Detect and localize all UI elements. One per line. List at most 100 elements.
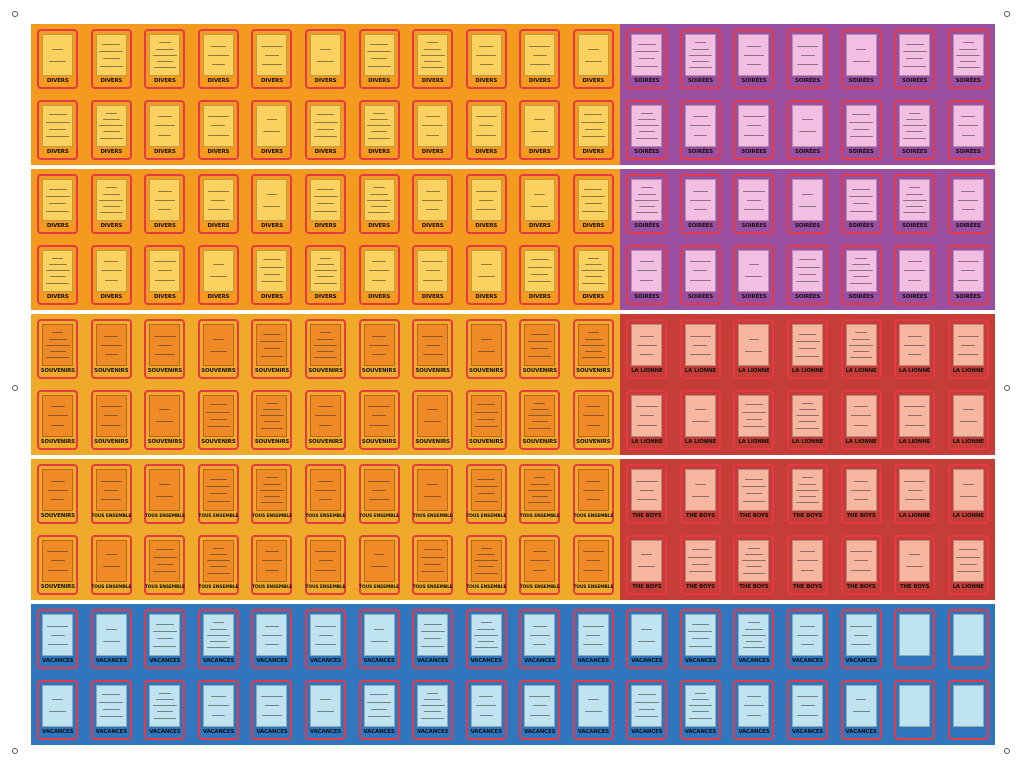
- card-soirees[interactable]: SOIRÉES: [947, 174, 989, 235]
- card-soirees[interactable]: SOIRÉES: [787, 244, 829, 305]
- card-divers[interactable]: DIVERS: [197, 174, 239, 235]
- card-vacances[interactable]: VACANCES: [572, 679, 614, 740]
- card-divers[interactable]: DIVERS: [37, 29, 79, 90]
- card-souvenirs[interactable]: SOUVENIRS: [37, 389, 79, 450]
- card-the-boys[interactable]: THE BOYS: [626, 464, 668, 525]
- card-divers[interactable]: DIVERS: [465, 174, 507, 235]
- card-souvenirs[interactable]: SOUVENIRS: [412, 389, 454, 450]
- card-tous-ensemble[interactable]: TOUS ENSEMBLE: [251, 534, 293, 595]
- card-divers[interactable]: DIVERS: [412, 99, 454, 160]
- card-la-lionne[interactable]: LA LIONNE: [947, 319, 989, 380]
- card-soirees[interactable]: SOIRÉES: [894, 244, 936, 305]
- card-souvenirs[interactable]: SOUVENIRS: [519, 319, 561, 380]
- card-la-lionne[interactable]: LA LIONNE: [733, 389, 775, 450]
- card-tous-ensemble[interactable]: TOUS ENSEMBLE: [465, 464, 507, 525]
- card-la-lionne[interactable]: LA LIONNE: [894, 389, 936, 450]
- card-vacances[interactable]: VACANCES: [572, 609, 614, 670]
- card-vacances[interactable]: VACANCES: [412, 679, 454, 740]
- card-divers[interactable]: DIVERS: [519, 174, 561, 235]
- card-divers[interactable]: DIVERS: [90, 29, 132, 90]
- card-vacances[interactable]: VACANCES: [787, 679, 829, 740]
- card-la-lionne[interactable]: LA LIONNE: [679, 319, 721, 380]
- card-vacances[interactable]: VACANCES: [305, 679, 347, 740]
- card-divers[interactable]: DIVERS: [572, 244, 614, 305]
- card-tous-ensemble[interactable]: TOUS ENSEMBLE: [197, 534, 239, 595]
- card-souvenirs[interactable]: SOUVENIRS: [37, 319, 79, 380]
- card-divers[interactable]: DIVERS: [572, 99, 614, 160]
- card-divers[interactable]: DIVERS: [144, 244, 186, 305]
- card-souvenirs[interactable]: SOUVENIRS: [572, 319, 614, 380]
- card-blank[interactable]: [947, 679, 989, 740]
- card-divers[interactable]: DIVERS: [465, 29, 507, 90]
- card-souvenirs[interactable]: SOUVENIRS: [251, 319, 293, 380]
- card-vacances[interactable]: VACANCES: [840, 609, 882, 670]
- card-soirees[interactable]: SOIRÉES: [626, 244, 668, 305]
- card-tous-ensemble[interactable]: TOUS ENSEMBLE: [412, 534, 454, 595]
- card-la-lionne[interactable]: LA LIONNE: [787, 319, 829, 380]
- card-soirees[interactable]: SOIRÉES: [894, 174, 936, 235]
- card-divers[interactable]: DIVERS: [144, 29, 186, 90]
- card-tous-ensemble[interactable]: TOUS ENSEMBLE: [572, 464, 614, 525]
- card-the-boys[interactable]: THE BOYS: [840, 534, 882, 595]
- card-the-boys[interactable]: THE BOYS: [733, 534, 775, 595]
- card-soirees[interactable]: SOIRÉES: [840, 174, 882, 235]
- card-divers[interactable]: DIVERS: [305, 29, 347, 90]
- card-vacances[interactable]: VACANCES: [144, 609, 186, 670]
- card-vacances[interactable]: VACANCES: [197, 609, 239, 670]
- card-blank[interactable]: [947, 609, 989, 670]
- card-la-lionne[interactable]: LA LIONNE: [840, 319, 882, 380]
- card-souvenirs[interactable]: SOUVENIRS: [251, 389, 293, 450]
- card-tous-ensemble[interactable]: TOUS ENSEMBLE: [412, 464, 454, 525]
- card-divers[interactable]: DIVERS: [358, 174, 400, 235]
- card-the-boys[interactable]: THE BOYS: [679, 534, 721, 595]
- card-soirees[interactable]: SOIRÉES: [679, 174, 721, 235]
- card-soirees[interactable]: SOIRÉES: [840, 29, 882, 90]
- card-souvenirs[interactable]: SOUVENIRS: [412, 319, 454, 380]
- card-vacances[interactable]: VACANCES: [412, 609, 454, 670]
- card-divers[interactable]: DIVERS: [358, 244, 400, 305]
- card-vacances[interactable]: VACANCES: [358, 609, 400, 670]
- card-the-boys[interactable]: THE BOYS: [894, 534, 936, 595]
- card-vacances[interactable]: VACANCES: [197, 679, 239, 740]
- card-divers[interactable]: DIVERS: [305, 244, 347, 305]
- card-vacances[interactable]: VACANCES: [733, 609, 775, 670]
- card-vacances[interactable]: VACANCES: [37, 679, 79, 740]
- card-vacances[interactable]: VACANCES: [679, 679, 721, 740]
- card-divers[interactable]: DIVERS: [412, 244, 454, 305]
- card-soirees[interactable]: SOIRÉES: [626, 174, 668, 235]
- card-soirees[interactable]: SOIRÉES: [947, 29, 989, 90]
- card-vacances[interactable]: VACANCES: [144, 679, 186, 740]
- card-la-lionne[interactable]: LA LIONNE: [733, 319, 775, 380]
- card-souvenirs[interactable]: SOUVENIRS: [144, 389, 186, 450]
- card-divers[interactable]: DIVERS: [251, 244, 293, 305]
- card-souvenirs[interactable]: SOUVENIRS: [90, 389, 132, 450]
- card-divers[interactable]: DIVERS: [90, 99, 132, 160]
- card-divers[interactable]: DIVERS: [251, 174, 293, 235]
- card-souvenirs[interactable]: SOUVENIRS: [144, 319, 186, 380]
- card-vacances[interactable]: VACANCES: [251, 679, 293, 740]
- card-vacances[interactable]: VACANCES: [305, 609, 347, 670]
- card-divers[interactable]: DIVERS: [197, 99, 239, 160]
- card-tous-ensemble[interactable]: TOUS ENSEMBLE: [358, 464, 400, 525]
- card-tous-ensemble[interactable]: TOUS ENSEMBLE: [90, 464, 132, 525]
- card-soirees[interactable]: SOIRÉES: [679, 99, 721, 160]
- card-soirees[interactable]: SOIRÉES: [733, 244, 775, 305]
- card-vacances[interactable]: VACANCES: [251, 609, 293, 670]
- card-divers[interactable]: DIVERS: [412, 174, 454, 235]
- card-divers[interactable]: DIVERS: [251, 29, 293, 90]
- card-soirees[interactable]: SOIRÉES: [787, 174, 829, 235]
- card-la-lionne[interactable]: LA LIONNE: [840, 389, 882, 450]
- card-soirees[interactable]: SOIRÉES: [733, 29, 775, 90]
- card-soirees[interactable]: SOIRÉES: [947, 244, 989, 305]
- card-divers[interactable]: DIVERS: [305, 174, 347, 235]
- card-souvenirs[interactable]: SOUVENIRS: [465, 389, 507, 450]
- card-soirees[interactable]: SOIRÉES: [679, 29, 721, 90]
- card-divers[interactable]: DIVERS: [519, 99, 561, 160]
- card-divers[interactable]: DIVERS: [465, 244, 507, 305]
- card-souvenirs[interactable]: SOUVENIRS: [37, 534, 79, 595]
- card-tous-ensemble[interactable]: TOUS ENSEMBLE: [305, 464, 347, 525]
- card-divers[interactable]: DIVERS: [37, 244, 79, 305]
- card-vacances[interactable]: VACANCES: [465, 609, 507, 670]
- card-blank[interactable]: [894, 679, 936, 740]
- card-divers[interactable]: DIVERS: [144, 174, 186, 235]
